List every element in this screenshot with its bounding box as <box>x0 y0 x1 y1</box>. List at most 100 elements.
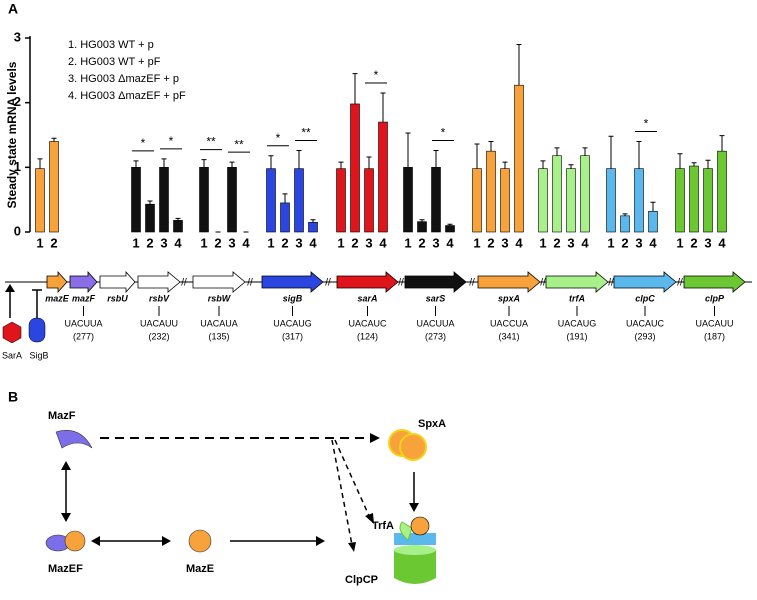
gene-label: mazE <box>45 293 70 303</box>
bar <box>620 215 630 233</box>
arrow-head <box>348 542 356 552</box>
x-tick-label: 1 <box>132 235 139 250</box>
error-bar <box>268 155 274 169</box>
spxa-icon <box>399 433 427 461</box>
arrow-head <box>409 503 419 512</box>
error-bar <box>488 140 494 152</box>
arrow-head <box>91 536 100 546</box>
gene-label: sigB <box>283 293 303 303</box>
x-tick-label: 3 <box>432 235 439 250</box>
error-bar <box>705 159 711 169</box>
x-tick-label: 1 <box>473 235 480 250</box>
bar <box>500 168 510 233</box>
bar <box>431 167 441 233</box>
x-tick-label: 1 <box>200 235 207 250</box>
break-mark: // <box>677 278 683 289</box>
y-tick-label: 2 <box>14 94 21 109</box>
gene-map: mazE mazF UACUUA (277) rsbU rsbV UACAUU (232) rs… <box>45 270 746 341</box>
bar <box>403 167 413 233</box>
node-label: MazE <box>186 563 214 575</box>
panel-label: B <box>8 389 18 405</box>
arrow-head <box>365 513 374 524</box>
error-bar <box>296 150 302 169</box>
legend-entry: 4. HG003 ΔmazEF + pF <box>68 90 186 102</box>
x-tick-label: 3 <box>295 235 302 250</box>
bar <box>35 168 45 233</box>
error-bar <box>554 147 560 156</box>
legend: 1. HG003 WT + p 2. HG003 WT + pF 3. HG003 … <box>68 39 186 102</box>
motif: UACAUA <box>200 318 238 328</box>
error-bar <box>282 193 288 203</box>
error-bar <box>622 213 628 216</box>
motif: UACAUU <box>695 318 733 328</box>
x-tick-label: 3 <box>567 235 574 250</box>
mazf-icon <box>55 430 93 449</box>
break-mark: // <box>181 278 187 289</box>
break-mark: // <box>398 278 404 289</box>
gene-label: sarA <box>357 293 377 303</box>
node-label: ClpCP <box>345 574 378 586</box>
motif: UACAUU <box>140 318 178 328</box>
significance-label: * <box>141 136 146 150</box>
motif-count: (187) <box>704 331 725 341</box>
significance-label: * <box>374 68 379 82</box>
arrow-head <box>162 536 171 546</box>
motif: UACUUA <box>416 318 454 328</box>
x-tick-label: 2 <box>351 235 358 250</box>
panel-label: A <box>8 1 18 17</box>
x-tick-label: 3 <box>501 235 508 250</box>
x-tick-label: 4 <box>446 235 454 250</box>
x-tick-label: 1 <box>404 235 411 250</box>
x-tick-label: 2 <box>553 235 560 250</box>
error-bar <box>608 135 614 169</box>
substrate-icon <box>410 516 430 536</box>
x-tick-label: 2 <box>50 235 57 250</box>
pathway-diagram: MazF SpxA TrfA ClpCP MazEF MazE <box>45 410 446 586</box>
bar <box>378 121 388 233</box>
motif-count: (191) <box>566 331 587 341</box>
error-bar <box>568 164 574 169</box>
error-bar <box>366 156 372 169</box>
gene-arrow <box>336 271 399 293</box>
break-mark: // <box>247 278 253 289</box>
motif-count: (135) <box>208 331 229 341</box>
dashed-arrow <box>334 439 371 519</box>
error-bar <box>201 159 207 168</box>
significance-label: * <box>276 131 281 145</box>
gene-label: rsbW <box>208 293 232 303</box>
sara-icon <box>2 321 22 344</box>
motif: UACAUG <box>558 318 597 328</box>
error-bar <box>405 132 411 168</box>
x-tick-label: 2 <box>621 235 628 250</box>
bar <box>308 222 318 233</box>
trfa-icon <box>399 521 413 541</box>
motif: UACAUC <box>626 318 665 328</box>
error-bar <box>380 92 386 123</box>
gene-arrow <box>99 270 136 294</box>
error-bar <box>447 223 453 226</box>
bar <box>717 150 727 233</box>
bar <box>472 168 482 233</box>
y-tick-label: 1 <box>14 159 21 174</box>
bar <box>417 221 427 233</box>
motif-count: (277) <box>73 331 94 341</box>
error-bar <box>175 217 181 221</box>
gene-arrow <box>404 271 467 293</box>
error-bar <box>650 201 656 212</box>
bar <box>634 168 644 233</box>
x-tick-label: 1 <box>267 235 274 250</box>
motif: UACAUC <box>348 318 387 328</box>
bar <box>675 168 685 233</box>
significance-label: ** <box>206 135 216 149</box>
motif-count: (293) <box>634 331 655 341</box>
bar <box>538 168 548 233</box>
bar <box>280 202 290 233</box>
error-bar <box>352 73 358 104</box>
gene-label: spxA <box>498 293 520 303</box>
x-tick-label: 4 <box>379 235 387 250</box>
x-tick-label: 3 <box>160 235 167 250</box>
x-tick-label: 4 <box>174 235 182 250</box>
gene-arrow <box>683 271 746 293</box>
error-bar <box>474 143 480 169</box>
